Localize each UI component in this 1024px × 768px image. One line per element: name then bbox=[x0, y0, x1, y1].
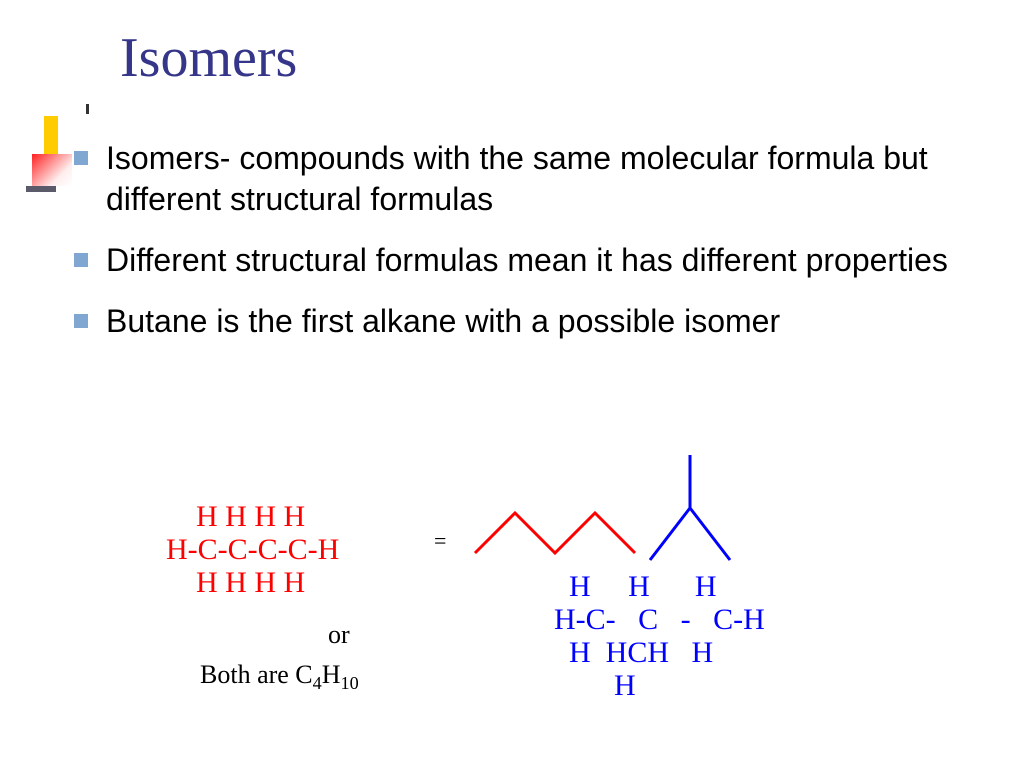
bullet-text: Different structural formulas mean it ha… bbox=[106, 240, 948, 281]
bullet-marker-icon bbox=[74, 253, 88, 267]
bullet-text: Isomers- compounds with the same molecul… bbox=[106, 138, 984, 220]
bullet-item: Butane is the first alkane with a possib… bbox=[74, 301, 984, 342]
or-label: or bbox=[328, 620, 350, 650]
bullet-item: Different structural formulas mean it ha… bbox=[74, 240, 984, 281]
bullet-text: Butane is the first alkane with a possib… bbox=[106, 301, 780, 342]
bullet-list: Isomers- compounds with the same molecul… bbox=[74, 138, 984, 362]
branch-line bbox=[690, 508, 730, 560]
branch-line bbox=[650, 508, 690, 560]
accent-tick bbox=[86, 104, 89, 114]
slide-title: Isomers bbox=[120, 26, 297, 90]
isobutane-skeletal-icon bbox=[630, 450, 750, 570]
accent-yellow-block bbox=[44, 116, 58, 154]
n-butane-skeletal-icon bbox=[470, 498, 650, 568]
n-butane-structural-formula: H H H H H-C-C-C-C-H H H H H bbox=[166, 500, 339, 599]
bullet-marker-icon bbox=[74, 151, 88, 165]
accent-dash bbox=[26, 186, 56, 192]
accent-red-gradient bbox=[32, 154, 72, 186]
bullet-item: Isomers- compounds with the same molecul… bbox=[74, 138, 984, 220]
zigzag-line bbox=[475, 513, 635, 553]
molecular-formula-note: Both are C4H10 bbox=[200, 660, 359, 694]
isobutane-structural-formula: H H H H-C- C - C-H H HCH H H bbox=[554, 570, 765, 702]
bullet-marker-icon bbox=[74, 314, 88, 328]
equals-sign: = bbox=[434, 528, 446, 554]
structure-area: H H H H H-C-C-C-C-H H H H H = or Both ar… bbox=[140, 500, 960, 760]
